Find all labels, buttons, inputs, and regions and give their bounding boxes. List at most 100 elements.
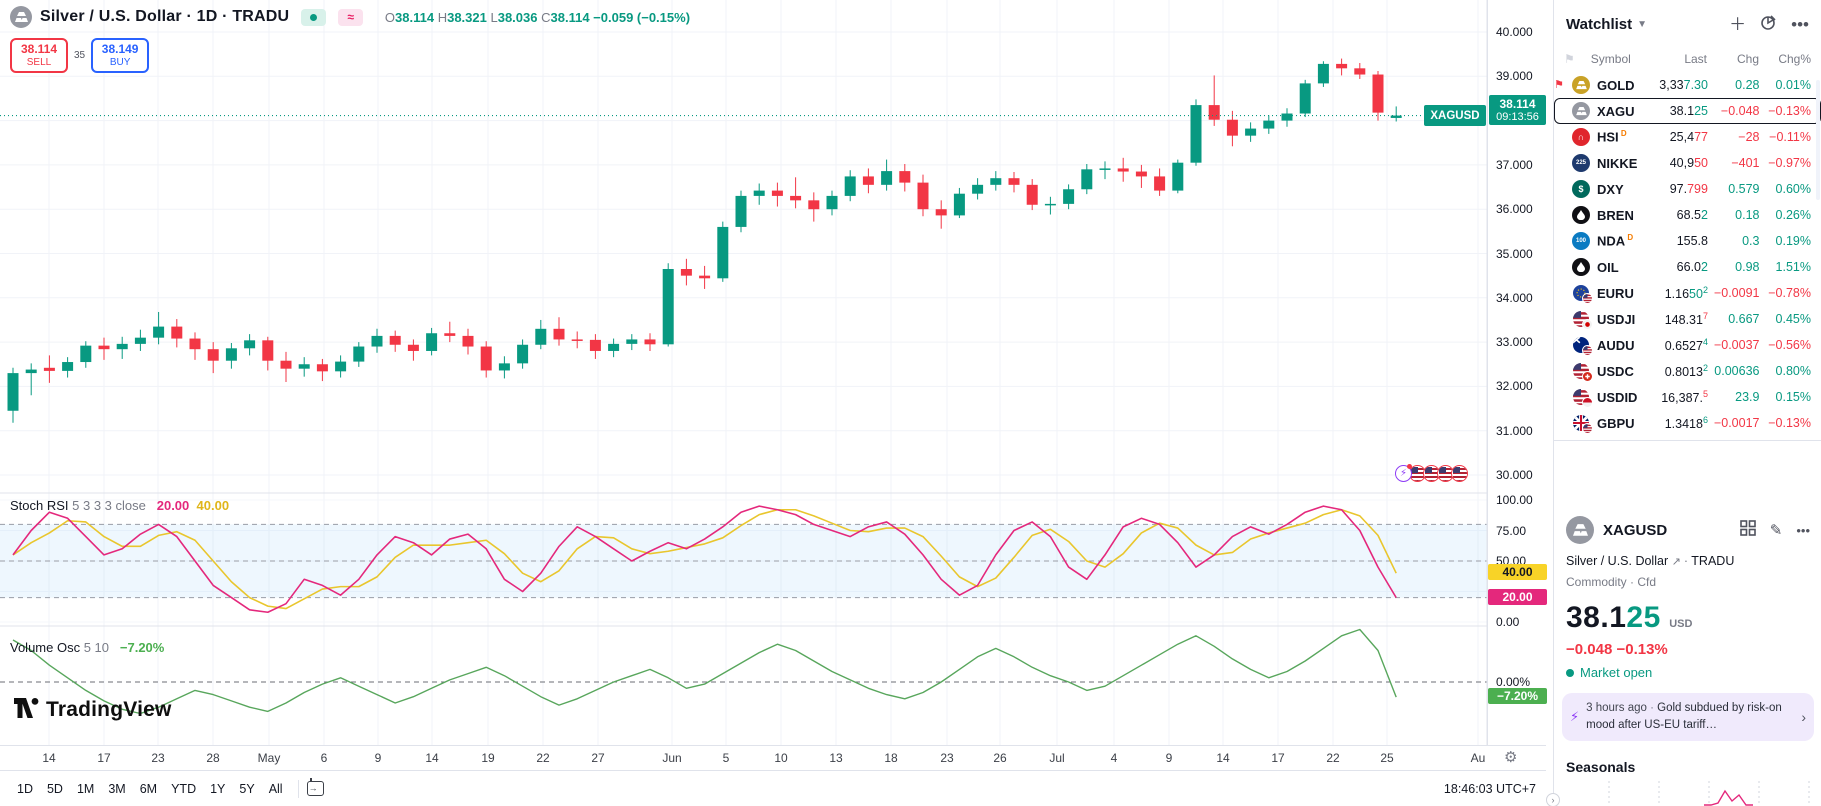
candle[interactable] xyxy=(571,339,583,341)
candle[interactable] xyxy=(935,209,947,216)
candle[interactable] xyxy=(1372,74,1384,113)
candle[interactable] xyxy=(407,344,419,351)
panel-collapse-handle[interactable]: › xyxy=(1546,793,1560,806)
market-status-pill[interactable] xyxy=(301,8,327,26)
watchlist-title[interactable]: Watchlist xyxy=(1566,15,1633,33)
watchlist-column-headers[interactable]: ⚑ Symbol Last Chg Chg% xyxy=(1564,52,1811,66)
range-button-1m[interactable]: 1M xyxy=(76,781,95,796)
events-lightning-icon[interactable]: ⚡ xyxy=(1395,464,1412,482)
watchlist-row-usdc[interactable]: USDC 0.80132 0.00636 0.80% xyxy=(1554,358,1821,384)
candle[interactable] xyxy=(662,269,674,345)
candle[interactable] xyxy=(917,182,929,210)
candle[interactable] xyxy=(1135,171,1147,177)
candle[interactable] xyxy=(517,344,529,364)
candle[interactable] xyxy=(1008,178,1020,185)
candle[interactable] xyxy=(899,171,911,183)
watchlist-row-dxy[interactable]: $ DXY 97.799 0.579 0.60% xyxy=(1554,176,1821,202)
sell-button[interactable]: 38.114 SELL xyxy=(10,38,68,73)
go-to-date-calendar-icon[interactable] xyxy=(306,778,324,796)
candle[interactable] xyxy=(990,178,1002,185)
watchlist-scrollbar[interactable] xyxy=(1816,80,1820,200)
range-button-ytd[interactable]: YTD xyxy=(171,781,197,796)
candle[interactable] xyxy=(444,333,456,336)
watchlist-row-hsi[interactable]: ∩ HSI D 25,477 −28 −0.11% xyxy=(1554,124,1821,150)
candle[interactable] xyxy=(426,333,438,351)
candle[interactable] xyxy=(1190,105,1202,163)
us-event-flag-icon[interactable] xyxy=(1437,465,1454,482)
edit-note-icon[interactable]: ✎ xyxy=(1769,522,1783,539)
candle[interactable] xyxy=(608,343,620,351)
candle[interactable] xyxy=(1208,105,1220,120)
candle[interactable] xyxy=(134,337,146,344)
range-button-3m[interactable]: 3M xyxy=(108,781,126,796)
candle[interactable] xyxy=(826,195,838,210)
candle[interactable] xyxy=(153,326,165,338)
candle[interactable] xyxy=(116,343,128,350)
news-headline-pill[interactable]: ⚡ 3 hours ago · Gold subdued by risk-on … xyxy=(1562,693,1814,741)
candle[interactable] xyxy=(316,364,328,372)
watchlist-row-nda[interactable]: 100 NDA D 155.8 0.3 0.19% xyxy=(1554,228,1821,254)
range-button-1d[interactable]: 1D xyxy=(17,781,33,796)
chart-canvas[interactable] xyxy=(0,0,1546,770)
external-link-icon[interactable]: ↗ xyxy=(1671,556,1684,568)
watchlist-row-oil[interactable]: OIL 66.02 0.98 1.51% xyxy=(1554,254,1821,280)
candle[interactable] xyxy=(1354,68,1366,75)
pie-chart-edit-icon[interactable] xyxy=(1760,14,1777,34)
candle[interactable] xyxy=(189,338,201,350)
candle[interactable] xyxy=(626,339,638,344)
candle[interactable] xyxy=(462,335,474,347)
candle[interactable] xyxy=(43,367,55,371)
candle[interactable] xyxy=(790,195,802,201)
us-event-flag-icon[interactable] xyxy=(1423,465,1440,482)
watchlist-row-gold[interactable]: ⚑ GOLD 3,337.30 0.28 0.01% xyxy=(1554,72,1821,98)
candle[interactable] xyxy=(862,176,874,185)
candle[interactable] xyxy=(280,360,292,369)
watchlist-row-bren[interactable]: BREN 68.52 0.18 0.26% xyxy=(1554,202,1821,228)
candle[interactable] xyxy=(808,200,820,210)
watchlist-row-audu[interactable]: AUDU 0.65274 −0.0037 −0.56% xyxy=(1554,332,1821,358)
candle[interactable] xyxy=(953,193,965,216)
candle[interactable] xyxy=(553,328,565,340)
candle[interactable] xyxy=(98,345,110,350)
watchlist-row-gbpu[interactable]: GBPU 1.34186 −0.0017 −0.13% xyxy=(1554,410,1821,436)
candle[interactable] xyxy=(844,176,856,196)
candle[interactable] xyxy=(881,171,893,185)
watchlist-row-nikke[interactable]: 225 NIKKE 40,950 −401 −0.97% xyxy=(1554,150,1821,176)
us-event-flag-icon[interactable] xyxy=(1409,465,1426,482)
approx-pill[interactable]: ≈ xyxy=(338,8,363,26)
grid-layout-icon[interactable] xyxy=(1739,519,1756,541)
candle[interactable] xyxy=(298,364,310,369)
candle[interactable] xyxy=(7,373,19,411)
candle[interactable] xyxy=(480,346,492,371)
candle[interactable] xyxy=(207,349,219,361)
candle[interactable] xyxy=(972,184,984,194)
price-axis[interactable]: 40.000 39.000 37.000 36.000 35.000 34.000 33.0… xyxy=(1487,0,1547,745)
range-button-6m[interactable]: 6M xyxy=(139,781,158,796)
candle[interactable] xyxy=(735,195,747,227)
candle[interactable] xyxy=(1336,63,1348,69)
candle[interactable] xyxy=(1063,189,1075,204)
more-options-icon[interactable]: ••• xyxy=(1796,522,1810,538)
watchlist-row-usdji[interactable]: USDJI 148.317 0.667 0.45% xyxy=(1554,306,1821,332)
candle[interactable] xyxy=(1299,83,1311,114)
watchlist-row-euru[interactable]: EURU 1.16502 −0.0091 −0.78% xyxy=(1554,280,1821,306)
time-axis[interactable]: ⚙ 14 17 23 28 May 6 9 14 19 22 27 Jun 5 10 13 18 23 26 Jul… xyxy=(0,745,1546,770)
candle[interactable] xyxy=(80,345,92,363)
candle[interactable] xyxy=(1226,119,1238,136)
symbol-title[interactable]: Silver / U.S. Dollar · 1D · TRADU xyxy=(40,8,290,25)
candle[interactable] xyxy=(535,328,547,345)
flag-marker-icon[interactable]: ⚑ xyxy=(1554,79,1564,91)
candle[interactable] xyxy=(717,226,729,279)
candle[interactable] xyxy=(1081,169,1093,190)
buy-button[interactable]: 38.149 BUY xyxy=(91,38,150,73)
candle[interactable] xyxy=(771,190,783,196)
candle[interactable] xyxy=(1317,63,1329,84)
range-button-5y[interactable]: 5Y xyxy=(239,781,255,796)
candle[interactable] xyxy=(1172,162,1184,191)
candle[interactable] xyxy=(262,340,274,361)
volume-osc-legend[interactable]: Volume Osc 5 10 −7.20% xyxy=(10,640,165,655)
watchlist-row-usdid[interactable]: USDID 16,387.5 23.9 0.15% xyxy=(1554,384,1821,410)
candle[interactable] xyxy=(1099,168,1111,170)
candle[interactable] xyxy=(225,348,237,361)
candle[interactable] xyxy=(171,326,183,339)
